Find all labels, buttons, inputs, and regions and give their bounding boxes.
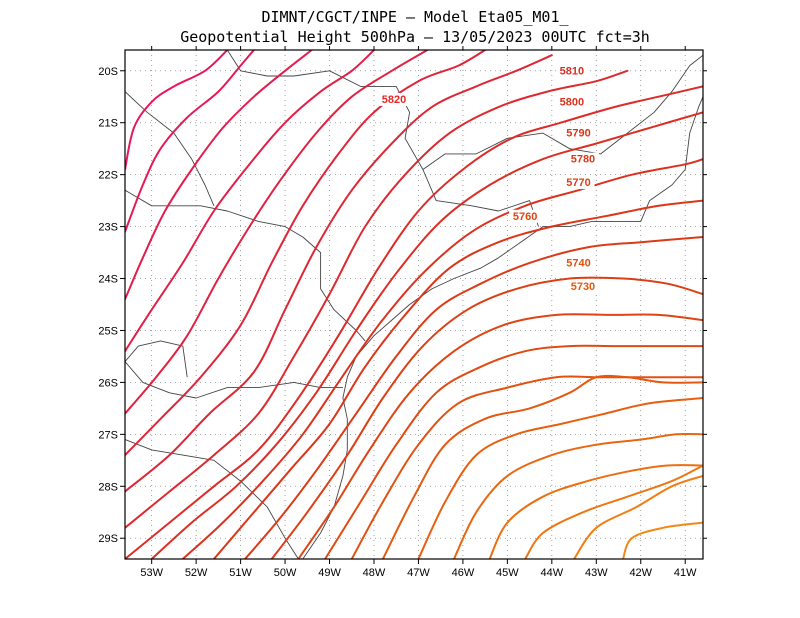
contour-5700: [488, 464, 703, 559]
x-tick-label: 44W: [541, 567, 564, 579]
contour-label-bg: [562, 256, 595, 270]
x-tick-label: 50W: [274, 567, 297, 579]
y-tick-label: 24S: [98, 274, 118, 286]
contour-label-5760: 5760: [513, 211, 537, 223]
map-border-5: [125, 439, 299, 559]
contour-5790: [212, 199, 703, 559]
y-axis: 20S 21S 22S 23S 24S 25S 26S 27S 28S 29S: [98, 66, 707, 545]
contour-label-bg: [562, 126, 595, 140]
contour-label-5740: 5740: [566, 258, 590, 270]
x-tick-label: 45W: [496, 567, 519, 579]
x-tick-label: 49W: [318, 567, 341, 579]
map-border-2: [422, 54, 703, 170]
x-axis: 53W 52W 51W 50W 49W 48W 47W 46W 45W 44W 43W 42W 41W: [140, 46, 697, 579]
chart-title-line-2: Geopotential Height 500hPa – 13/05/2023 …: [180, 28, 650, 46]
contour-label-bg: [566, 279, 599, 293]
contour-labels: 5820 5810 5800 5790 5780 5770 5760 5740 5730: [377, 64, 599, 293]
y-tick-label: 29S: [98, 533, 118, 545]
contour-5670: [622, 521, 703, 559]
chart-title-line-1: DIMNT/CGCT/INPE – Model Eta05_M01_: [261, 8, 569, 26]
map-border-6: [125, 340, 188, 378]
map-coastline: [302, 96, 703, 559]
y-tick-label: 28S: [98, 481, 118, 493]
contour-5840: [125, 54, 553, 493]
contour-label-5730: 5730: [571, 281, 595, 293]
x-tick-label: 52W: [185, 567, 208, 579]
contour-5890: [125, 50, 255, 233]
y-tick-label: 27S: [98, 429, 118, 441]
x-tick-label: 41W: [674, 567, 697, 579]
contour-label-5800: 5800: [560, 97, 584, 109]
map-border-1: [226, 50, 539, 227]
contour-5770: [270, 276, 703, 559]
contour-5780: [244, 236, 703, 559]
plot-frame: [124, 49, 704, 560]
y-tick-label: 25S: [98, 325, 118, 337]
y-tick-label: 26S: [98, 377, 118, 389]
map-boundaries: [125, 50, 703, 559]
contour-label-5820: 5820: [382, 94, 406, 106]
x-tick-label: 46W: [452, 567, 475, 579]
x-tick-label: 51W: [229, 567, 252, 579]
contour-5900: [125, 50, 229, 171]
contour-label-5790: 5790: [566, 128, 590, 140]
contour-lines: [125, 50, 703, 559]
y-tick-label: 20S: [98, 66, 118, 78]
contour-label-bg: [555, 64, 588, 78]
contour-label-bg: [566, 152, 599, 166]
x-tick-label: 47W: [407, 567, 430, 579]
y-tick-label: 22S: [98, 170, 118, 182]
contour-5820: [125, 85, 703, 559]
contour-label-5810: 5810: [560, 65, 584, 77]
contour-5870: [125, 50, 375, 353]
contour-label-5770: 5770: [566, 177, 590, 189]
contour-5800: [181, 158, 703, 559]
contour-5740: [350, 375, 703, 559]
contour-5850: [125, 50, 487, 457]
y-tick-label: 23S: [98, 222, 118, 234]
map-border-7: [125, 91, 215, 206]
contour-5760: [297, 313, 703, 559]
contour-label-bg: [509, 209, 542, 223]
contour-label-5780: 5780: [571, 154, 595, 166]
contour-label-bg: [562, 176, 595, 190]
contour-5830: [125, 69, 629, 529]
x-tick-label: 43W: [585, 567, 608, 579]
x-tick-label: 48W: [363, 567, 386, 579]
contour-5750: [324, 344, 703, 559]
map-border-4: [125, 361, 343, 399]
contour-label-bg: [555, 95, 588, 109]
x-tick-label: 53W: [140, 567, 163, 579]
x-tick-label: 42W: [629, 567, 652, 579]
y-tick-label: 21S: [98, 118, 118, 130]
contour-5720: [417, 397, 703, 559]
map-border-3: [125, 189, 366, 342]
contour-label-bg: [377, 92, 410, 106]
contour-5680: [573, 474, 703, 559]
contour-5880: [125, 50, 313, 301]
contour-5710: [453, 432, 703, 559]
contour-5860: [125, 50, 429, 415]
contour-5810: [150, 111, 703, 559]
contour-5730: [381, 374, 703, 559]
contour-5690: [524, 464, 703, 559]
